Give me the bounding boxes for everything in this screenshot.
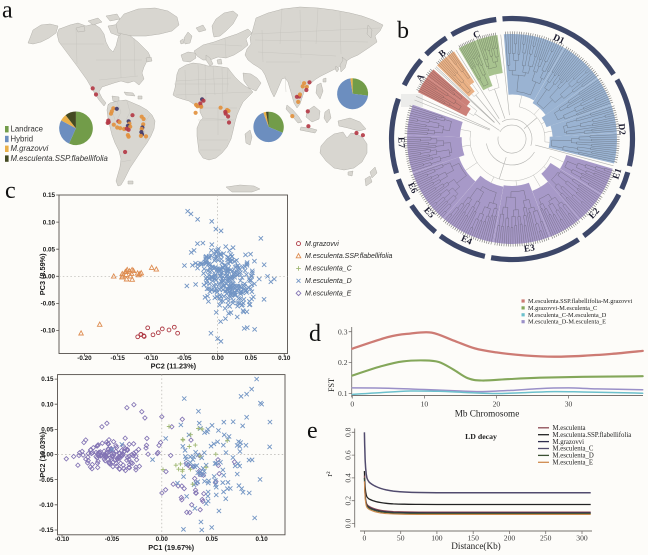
svg-text:100: 100: [431, 534, 443, 543]
svg-text:c: c: [5, 178, 16, 204]
svg-text:0.00: 0.00: [156, 536, 169, 543]
svg-text:M.grazovvi: M.grazovvi: [11, 144, 49, 153]
svg-text:0.3: 0.3: [338, 327, 348, 336]
svg-text:M.esculenta_E: M.esculenta_E: [305, 290, 352, 297]
svg-text:-0.10: -0.10: [41, 328, 56, 335]
svg-text:M.esculenta_D: M.esculenta_D: [305, 278, 352, 285]
svg-text:B: B: [437, 48, 448, 60]
svg-text:M.grazovvi: M.grazovvi: [553, 439, 585, 446]
svg-text:-0.05: -0.05: [39, 477, 54, 484]
svg-text:M.esculenta_D: M.esculenta_D: [553, 453, 594, 460]
svg-text:0.0: 0.0: [344, 519, 353, 529]
svg-text:20: 20: [493, 400, 501, 409]
svg-text:r²: r²: [325, 471, 334, 477]
svg-text:-0.05: -0.05: [41, 301, 56, 308]
svg-text:30: 30: [565, 400, 573, 409]
svg-text:Landrace: Landrace: [11, 125, 44, 134]
svg-text:-0.10: -0.10: [39, 502, 54, 509]
svg-text:0.00: 0.00: [211, 355, 224, 362]
svg-text:E4: E4: [459, 234, 473, 248]
svg-text:b: b: [397, 18, 409, 44]
svg-text:a: a: [2, 0, 13, 24]
svg-text:E1: E1: [611, 167, 624, 181]
svg-text:10: 10: [421, 400, 429, 409]
svg-text:Distance(Kb): Distance(Kb): [451, 541, 501, 551]
svg-text:-0.05: -0.05: [105, 536, 120, 543]
svg-text:PC3 (8.59%): PC3 (8.59%): [38, 253, 47, 295]
svg-text:M.esculenta_E: M.esculenta_E: [553, 460, 594, 467]
svg-text:0.05: 0.05: [41, 427, 54, 434]
svg-text:0.00: 0.00: [41, 452, 54, 459]
svg-text:250: 250: [540, 534, 552, 543]
svg-text:D2: D2: [616, 123, 627, 136]
svg-text:C: C: [472, 29, 482, 41]
svg-text:FST: FST: [327, 378, 336, 392]
svg-text:E6: E6: [405, 181, 419, 195]
svg-text:0.8: 0.8: [344, 427, 353, 437]
svg-text:0.15: 0.15: [41, 376, 54, 383]
svg-text:M.esculenta.SSP.flabellifolia: M.esculenta.SSP.flabellifolia: [553, 432, 632, 439]
svg-text:0.10: 0.10: [43, 219, 56, 226]
svg-text:50: 50: [397, 534, 405, 543]
svg-text:150: 150: [468, 534, 480, 543]
svg-text:M.esculenta: M.esculenta: [553, 425, 586, 432]
svg-text:0.1: 0.1: [338, 389, 348, 398]
svg-text:0.2: 0.2: [338, 358, 348, 367]
svg-text:d: d: [309, 321, 321, 347]
svg-text:0.10: 0.10: [278, 355, 291, 362]
svg-text:M.esculenta.SSP.flabellifolia: M.esculenta.SSP.flabellifolia: [305, 253, 393, 260]
svg-text:e: e: [307, 418, 318, 444]
svg-text:-0.05: -0.05: [177, 355, 192, 362]
svg-text:0.2: 0.2: [344, 496, 353, 506]
svg-text:-0.20: -0.20: [77, 355, 92, 362]
svg-text:M.esculenta.SSP.flabellifolia-: M.esculenta.SSP.flabellifolia-M.grazovvi: [528, 298, 632, 305]
svg-text:0.10: 0.10: [41, 401, 54, 408]
svg-text:0.15: 0.15: [43, 192, 56, 199]
svg-text:300: 300: [576, 534, 588, 543]
svg-text:LD decay: LD decay: [465, 432, 497, 441]
svg-text:0.4: 0.4: [344, 473, 353, 483]
svg-text:PC2 (11.23%): PC2 (11.23%): [151, 362, 197, 371]
svg-text:E3: E3: [523, 243, 536, 255]
svg-text:E7: E7: [395, 137, 405, 149]
svg-text:M.esculenta_C: M.esculenta_C: [553, 446, 594, 453]
svg-text:Hybrid: Hybrid: [11, 134, 34, 143]
svg-text:Mb Chromosome: Mb Chromosome: [455, 409, 520, 419]
svg-text:PC1 (19.67%): PC1 (19.67%): [148, 543, 194, 552]
svg-text:0: 0: [363, 534, 367, 543]
svg-text:M.esculenta_C: M.esculenta_C: [305, 266, 353, 273]
svg-text:-0.15: -0.15: [111, 355, 126, 362]
svg-text:-0.10: -0.10: [55, 536, 70, 543]
svg-text:A: A: [415, 72, 427, 83]
svg-text:0.00: 0.00: [43, 274, 56, 281]
svg-text:M.grazovvi: M.grazovvi: [305, 241, 339, 248]
svg-text:M.esculenta.SSP.flabellifolia: M.esculenta.SSP.flabellifolia: [11, 154, 109, 163]
svg-text:M.grazovvi-M.esculenta_C: M.grazovvi-M.esculenta_C: [528, 305, 597, 312]
svg-text:0.6: 0.6: [344, 450, 353, 460]
svg-text:0.05: 0.05: [43, 246, 56, 253]
svg-text:M.esculenta_C-M.esculenta_D: M.esculenta_C-M.esculenta_D: [528, 312, 607, 319]
svg-text:M.esculenta_D-M.esculenta_E: M.esculenta_D-M.esculenta_E: [528, 319, 606, 326]
svg-text:200: 200: [504, 534, 516, 543]
svg-text:0.05: 0.05: [206, 536, 219, 543]
svg-text:0.05: 0.05: [245, 355, 258, 362]
svg-text:0.10: 0.10: [255, 536, 268, 543]
svg-text:0: 0: [350, 400, 354, 409]
svg-text:-0.15: -0.15: [39, 527, 54, 534]
svg-text:PC2 (10.03%): PC2 (10.03%): [38, 431, 47, 477]
svg-text:-0.10: -0.10: [144, 355, 159, 362]
